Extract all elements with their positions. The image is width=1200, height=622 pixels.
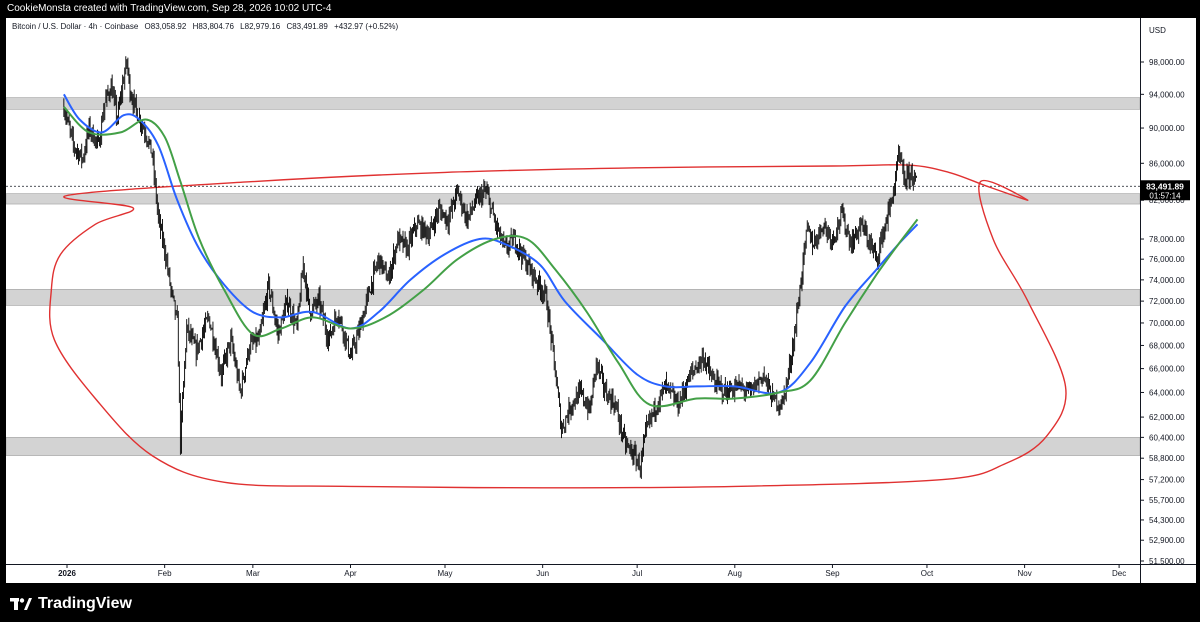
moving-average-fast-line: [63, 93, 919, 395]
time-tick-label: 2026: [58, 569, 76, 578]
time-axis[interactable]: 2026 Feb Mar Apr May Jun Jul Aug Sep Oct Nov Dec: [58, 564, 1126, 578]
tradingview-logo[interactable]: TradingView: [10, 595, 132, 613]
footer-bar: [0, 583, 1200, 622]
time-tick-label: Jun: [536, 569, 549, 578]
price-tick-label: 57,200.00: [1149, 476, 1185, 485]
price-label-countdown: 01:57:14: [1149, 191, 1181, 200]
time-tick-label: Feb: [158, 569, 172, 578]
legend-change: +432.97 (+0.52%): [334, 22, 398, 31]
credit-text: CookieMonsta created with TradingView.co…: [7, 3, 332, 14]
price-tick-label: 55,700.00: [1149, 496, 1185, 505]
price-tick-label: 51,500.00: [1149, 557, 1185, 566]
time-tick-label: May: [437, 569, 452, 578]
price-tick-label: 74,000.00: [1149, 276, 1185, 285]
moving-average-slow-line: [63, 106, 919, 408]
legend-symbol: Bitcoin / U.S. Dollar · 4h · Coinbase: [12, 22, 139, 31]
annotation-layer: [48, 164, 1067, 489]
time-tick-label: Nov: [1017, 569, 1031, 578]
time-tick-label: Jul: [632, 569, 642, 578]
time-tick-label: Sep: [825, 569, 840, 578]
price-tick-label: 62,000.00: [1149, 413, 1185, 422]
price-tick-label: 54,300.00: [1149, 516, 1185, 525]
moving-averages: [63, 93, 919, 408]
price-tick-label: 98,000.00: [1149, 58, 1185, 67]
time-tick-label: Aug: [728, 569, 742, 578]
price-tick-label: 66,000.00: [1149, 365, 1185, 374]
support-zone-1: [5, 97, 1141, 110]
price-tick-label: 60,400.00: [1149, 433, 1185, 442]
price-tick-label: 94,000.00: [1149, 90, 1185, 99]
price-axis[interactable]: 98,000.00 94,000.00 90,000.00 86,000.00 82,0…: [1140, 58, 1185, 566]
tradingview-logo-text: TradingView: [38, 595, 132, 612]
legend-low: L82,979.16: [240, 22, 281, 31]
price-tick-label: 82,000.00: [1149, 196, 1185, 205]
time-tick-label: Dec: [1112, 569, 1126, 578]
price-candles: [63, 56, 917, 479]
time-tick-label: Mar: [246, 569, 260, 578]
time-tick-label: Oct: [921, 569, 934, 578]
price-chart[interactable]: Bitcoin / U.S. Dollar · 4h · Coinbase O8…: [5, 18, 1196, 583]
support-zone-4: [5, 437, 1141, 456]
price-tick-label: 58,800.00: [1149, 454, 1185, 463]
top-bar: CookieMonsta created with TradingView.co…: [0, 0, 1200, 18]
svg-text:Bitcoin / U.S. Dollar · 4h · C: Bitcoin / U.S. Dollar · 4h · Coinbase O8…: [12, 22, 398, 31]
price-tick-label: 78,000.00: [1149, 235, 1185, 244]
price-tick-label: 64,000.00: [1149, 388, 1185, 397]
price-tick-label: 70,000.00: [1149, 319, 1185, 328]
price-tick-label: 86,000.00: [1149, 159, 1185, 168]
chart-frame: Bitcoin / U.S. Dollar · 4h · Coinbase O8…: [5, 18, 1196, 583]
legend-high: H83,804.76: [193, 22, 235, 31]
price-tick-label: 76,000.00: [1149, 255, 1185, 264]
annotation-ellipse: [48, 164, 1067, 489]
price-tick-label: 52,900.00: [1149, 536, 1185, 545]
price-label-box: [1140, 180, 1190, 201]
currency-label: USD: [1149, 26, 1166, 35]
tradingview-logo-icon: [10, 598, 32, 610]
legend-open: O83,058.92: [145, 22, 187, 31]
price-tick-label: 68,000.00: [1149, 341, 1185, 350]
current-price-label: 83,491.89 01:57:14: [1140, 180, 1190, 201]
price-label-price: 83,491.89: [1146, 181, 1184, 191]
price-tick-label: 90,000.00: [1149, 124, 1185, 133]
time-tick-label: Apr: [344, 569, 357, 578]
legend-close: C83,491.89: [286, 22, 328, 31]
price-tick-label: 72,000.00: [1149, 297, 1185, 306]
